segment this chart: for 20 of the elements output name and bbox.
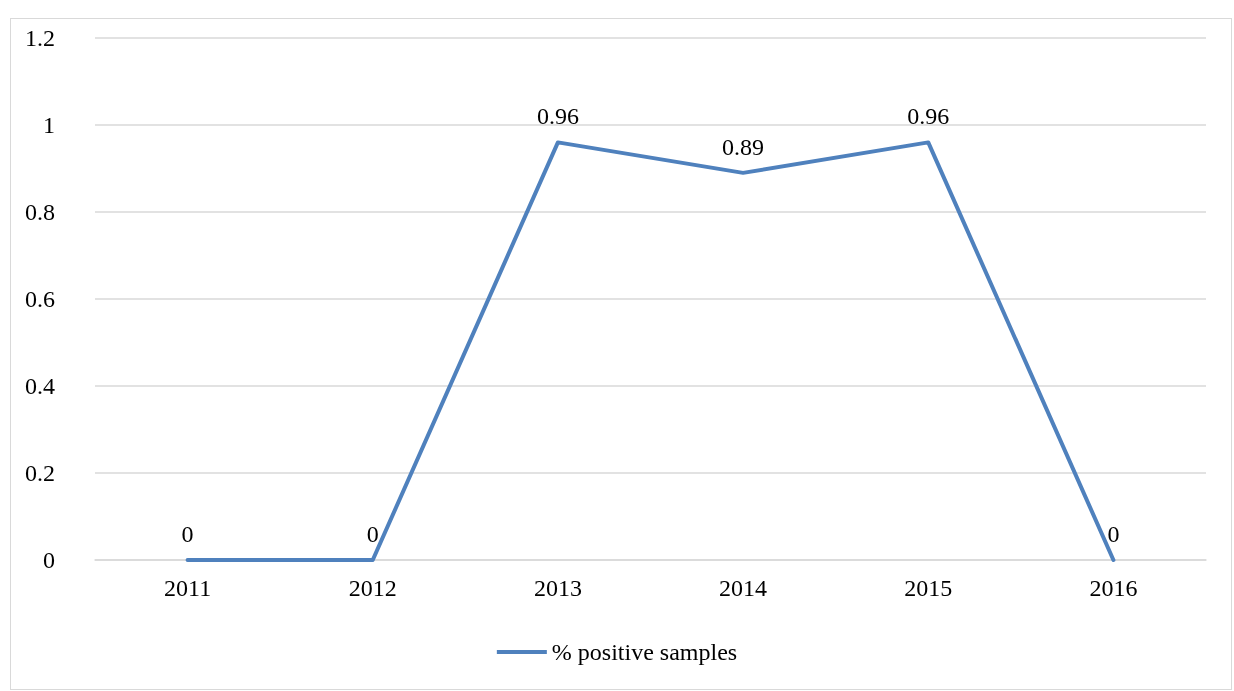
data-label: 0: [1107, 521, 1120, 547]
y-tick-label: 1: [43, 112, 55, 138]
x-tick-label: 2015: [904, 575, 953, 601]
x-tick-label: 2013: [533, 575, 582, 601]
data-label: 0.89: [722, 133, 765, 160]
data-label: 0.96: [536, 103, 579, 130]
y-tick-label: 0: [43, 547, 55, 573]
y-tick-label: 0.2: [25, 460, 55, 486]
data-label: 0: [181, 521, 194, 547]
data-label: 0.96: [907, 103, 950, 130]
y-tick-label: 0.8: [25, 199, 55, 225]
y-tick-label: 0.6: [25, 286, 55, 312]
x-tick-label: 2011: [164, 575, 212, 601]
x-tick-label: 2016: [1089, 575, 1138, 601]
y-tick-label: 1.2: [25, 25, 55, 51]
data-label: 0: [366, 521, 379, 547]
x-tick-label: 2012: [348, 575, 397, 601]
legend-label: % positive samples: [551, 639, 738, 665]
y-tick-label: 0.4: [25, 373, 55, 399]
x-tick-label: 2014: [719, 575, 768, 601]
